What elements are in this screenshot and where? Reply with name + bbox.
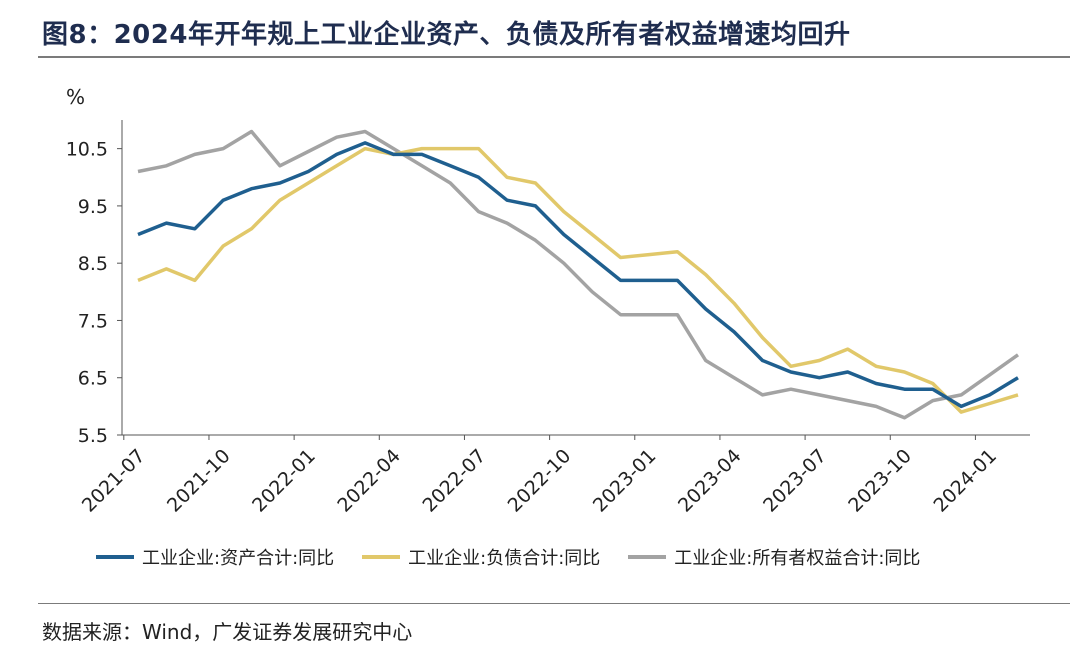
x-tick-label: 2022-10 xyxy=(504,445,576,517)
chart-title: 图8：2024年开年规上工业企业资产、负债及所有者权益增速均回升 xyxy=(42,20,851,50)
series-line-0 xyxy=(137,141,1019,409)
y-tick-label: 6.5 xyxy=(78,368,108,390)
x-tick-label: 2024-01 xyxy=(929,445,1001,517)
legend-item-0: 工业企业:资产合计:同比 xyxy=(96,544,334,570)
legend-label: 工业企业:所有者权益合计:同比 xyxy=(674,548,921,569)
legend-label: 工业企业:负债合计:同比 xyxy=(408,548,601,569)
legend-item-2: 工业企业:所有者权益合计:同比 xyxy=(628,544,920,570)
x-tick-label: 2023-01 xyxy=(589,445,661,517)
source-divider xyxy=(38,603,1070,604)
series-line-1 xyxy=(137,146,1019,414)
x-tick-label: 2023-07 xyxy=(759,445,831,517)
series-line-2 xyxy=(137,129,1020,420)
x-tick-label: 2022-04 xyxy=(333,445,405,517)
x-tick-label: 2023-10 xyxy=(844,445,916,517)
title-divider xyxy=(38,56,1070,58)
legend-swatch xyxy=(96,555,134,559)
x-tick-label: 2023-04 xyxy=(674,445,746,517)
legend-item-1: 工业企业:负债合计:同比 xyxy=(362,544,600,570)
y-tick-label: 9.5 xyxy=(78,196,108,218)
y-tick-label: 10.5 xyxy=(66,139,108,161)
chart-legend: 工业企业:资产合计:同比 工业企业:负债合计:同比 工业企业:所有者权益合计:同比 xyxy=(96,544,948,570)
y-axis-unit: % xyxy=(66,85,85,109)
x-tick-label: 2021-07 xyxy=(78,445,150,517)
legend-swatch xyxy=(362,555,401,559)
y-tick-label: 8.5 xyxy=(78,253,108,275)
data-source: 数据来源：Wind，广发证券发展研究中心 xyxy=(42,620,413,644)
legend-label: 工业企业:资产合计:同比 xyxy=(142,548,335,569)
y-tick-label: 5.5 xyxy=(78,425,108,447)
x-tick-label: 2022-01 xyxy=(248,445,320,517)
x-tick-label: 2021-10 xyxy=(163,445,235,517)
chart-series xyxy=(137,129,1020,420)
legend-swatch xyxy=(628,555,667,559)
y-tick-label: 7.5 xyxy=(78,310,108,332)
x-tick-label: 2022-07 xyxy=(418,445,490,517)
